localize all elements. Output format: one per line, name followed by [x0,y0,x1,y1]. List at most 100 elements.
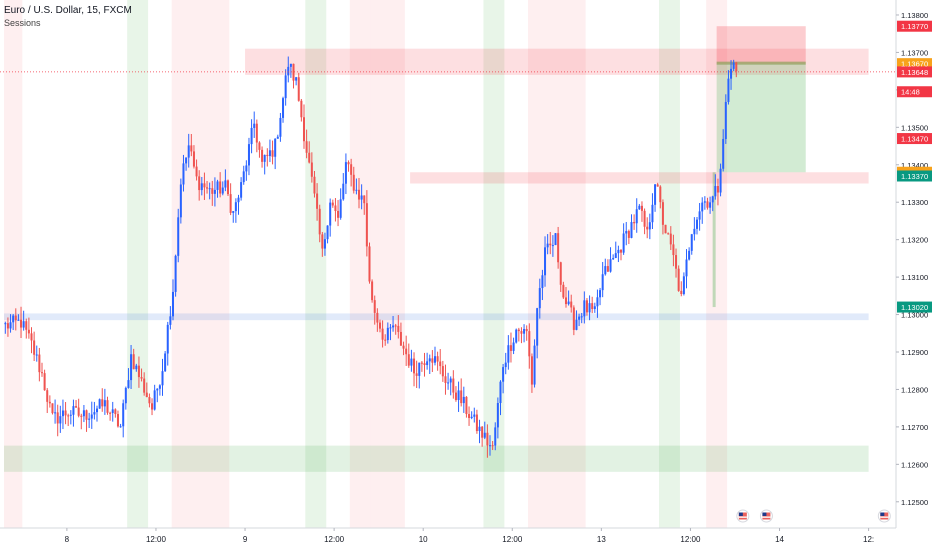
price-tick-label: 1.12500 [901,498,928,507]
candle-body [436,356,439,362]
candle-body [145,392,148,398]
candle-body [342,183,345,200]
zone-rect[interactable] [4,445,869,472]
session-band [127,0,149,528]
candle-body [517,329,520,332]
candle-body [355,189,358,191]
time-tick-label: 12: [863,535,874,544]
candle-body [426,361,429,366]
candle-body [596,297,599,307]
price-badge-label: 1.13770 [901,22,928,31]
candle-body [313,176,316,194]
candle-body [276,136,279,139]
candle-body [562,284,565,298]
price-tick-label: 1.13700 [901,48,928,57]
session-band [305,0,327,528]
price-badge-label: 1.13020 [901,303,928,312]
candle-body [667,233,670,235]
candle-body [685,259,688,277]
time-tick-label: 12:00 [680,535,701,544]
candle-body [305,141,308,153]
price-axis[interactable]: 1.12500 1.12600 1.12700 1.12800 1.12900 1.130… [895,0,932,550]
candle-body [449,378,452,383]
economic-event-icon[interactable] [736,509,750,523]
take-profit-area[interactable] [716,63,806,173]
candle-body [525,328,528,332]
candle-body [82,410,85,417]
candle-body [337,210,340,218]
entry-line[interactable] [716,61,806,65]
candle-body [101,399,104,407]
time-tick-label: 12:00 [502,535,523,544]
event-icons[interactable] [736,509,891,523]
candle-body [90,414,93,419]
candle-body [4,323,7,325]
session-bands [4,0,728,528]
candle-body [544,247,547,276]
candle-body [698,211,701,220]
candle-body [137,365,140,378]
candle-body [612,257,615,260]
candle-body [593,306,596,310]
candle-body [27,329,30,334]
candle-body [418,362,421,376]
candle-body [656,184,659,187]
candle-body [182,163,185,185]
candle-body [247,144,250,166]
candle-body [701,202,704,212]
candle-body [213,189,216,194]
session-band [659,0,680,528]
candle-body [661,202,664,225]
candle-body [329,202,332,226]
candle-body [371,281,374,301]
candle-body [575,319,578,330]
candle-body [693,228,696,235]
candle-body [295,77,298,81]
candle-body [61,410,64,417]
price-tick-label: 1.13300 [901,198,928,207]
candle-body [578,316,581,320]
candle-body [297,77,300,101]
candle-body [234,202,237,212]
candle-body [622,233,625,253]
candle-body [457,390,460,401]
candle-body [512,342,515,351]
candle-body [465,396,468,415]
candle-body [67,415,70,417]
candle-body [122,403,125,427]
candle-body [669,233,672,245]
candle-body [219,181,222,194]
economic-event-icon[interactable] [877,509,891,523]
candle-body [462,396,465,404]
zone-rect[interactable] [410,172,869,184]
candle-body [221,187,224,194]
stop-loss-area[interactable] [716,26,806,64]
zone-rect[interactable] [4,313,869,321]
candle-body [326,225,329,240]
candle-body [56,412,59,424]
candle-body [302,117,305,142]
candle-body [528,331,531,357]
candle-body [580,316,583,318]
time-axis[interactable]: 8 12:00 9 12:00 10 12:00 13 12:00 14 12: [0,527,896,550]
candle-body [216,181,219,190]
candle-body [473,414,476,417]
candle-body [132,354,135,370]
candle-body [54,412,57,414]
candle-body [599,290,602,298]
candle-body [564,297,567,305]
candle-body [727,78,730,102]
candle-body [323,239,326,249]
price-badge-label: 14:48 [901,88,920,97]
candle-body [25,321,28,330]
economic-event-icon[interactable] [759,509,773,523]
candle-body [161,371,164,386]
candle-body [682,276,685,295]
price-tick-label: 1.12800 [901,385,928,394]
candle-body [130,354,133,381]
candle-body [179,184,182,218]
price-tick-label: 1.13100 [901,273,928,282]
candle-body [22,321,25,328]
